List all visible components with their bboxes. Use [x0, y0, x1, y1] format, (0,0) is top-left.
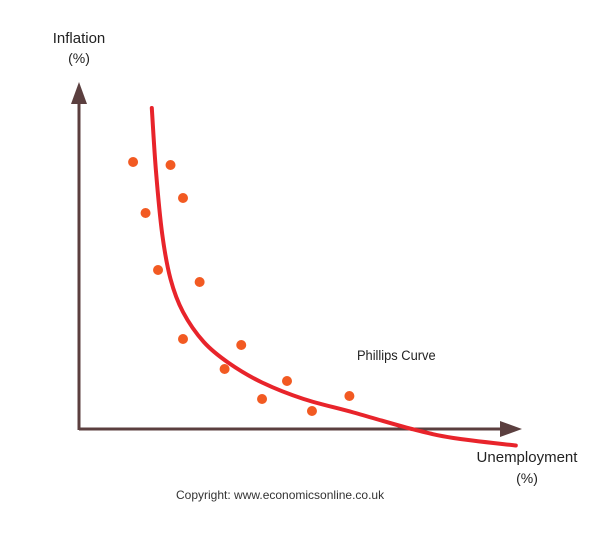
- curve-label: Phillips Curve: [357, 348, 436, 364]
- x-axis-unit: (%): [516, 470, 538, 486]
- data-point-7: [178, 334, 188, 344]
- y-axis-unit: (%): [68, 50, 90, 66]
- data-point-5: [153, 265, 164, 275]
- data-point-11: [257, 394, 268, 404]
- data-point-2: [165, 160, 176, 170]
- y-axis-arrowhead: [71, 82, 87, 104]
- data-point-13: [306, 406, 317, 416]
- axes: [71, 82, 522, 437]
- curve-layer: [149, 106, 518, 448]
- copyright-note: Copyright: www.economicsonline.co.uk: [176, 488, 385, 502]
- data-point-8: [236, 340, 247, 350]
- x-axis-label: Unemployment: [477, 449, 579, 466]
- data-point-1: [128, 157, 139, 167]
- y-axis-label: Inflation: [53, 30, 106, 47]
- data-point-3: [178, 193, 188, 203]
- dots-layer: [128, 157, 355, 416]
- x-axis-arrowhead: [500, 421, 522, 437]
- data-point-9: [219, 364, 230, 374]
- phillips-curve-line: [149, 106, 518, 448]
- data-point-4: [140, 208, 151, 218]
- data-point-12: [344, 391, 355, 401]
- data-point-6: [194, 277, 205, 287]
- data-point-10: [282, 376, 292, 386]
